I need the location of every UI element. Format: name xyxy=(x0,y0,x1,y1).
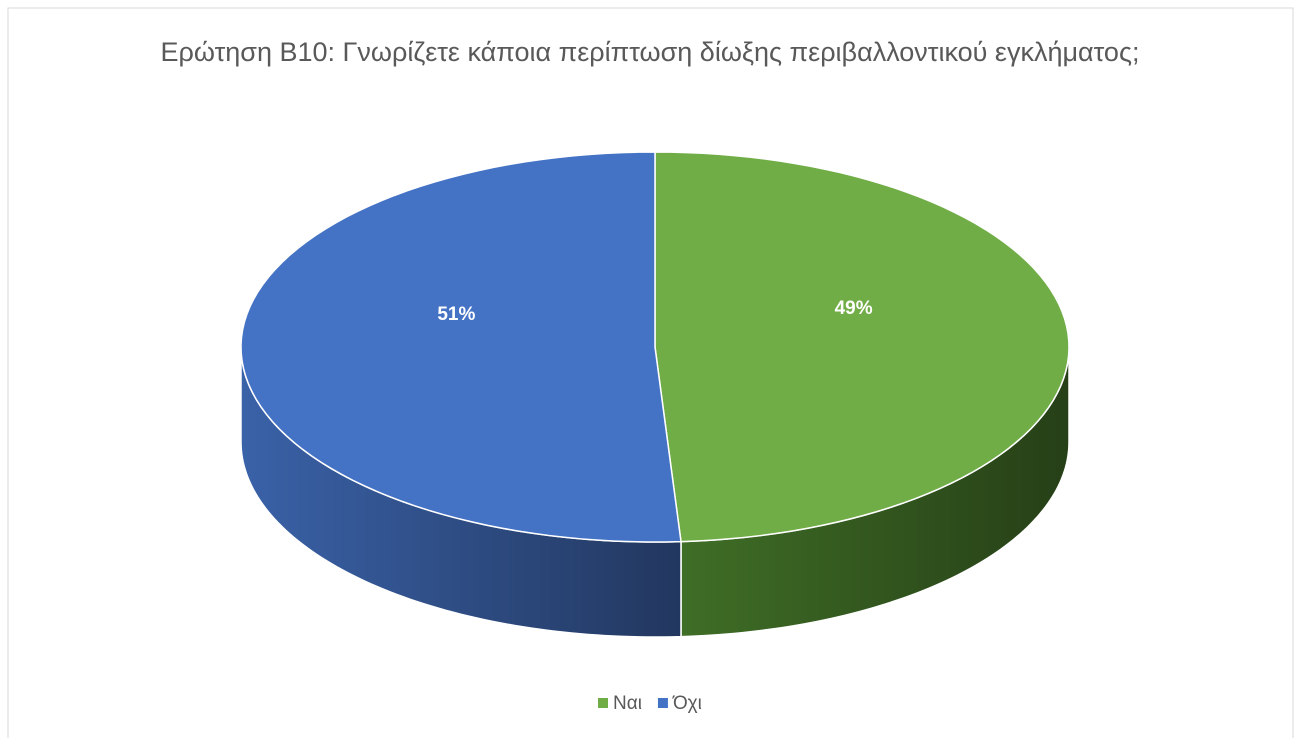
legend-swatch xyxy=(657,698,668,708)
data-label: 51% xyxy=(437,304,475,325)
chart-title: Ερώτηση Β10: Γνωρίζετε κάποια περίπτωση … xyxy=(160,37,1140,67)
legend-swatch xyxy=(598,698,608,708)
chart-frame xyxy=(7,7,1294,738)
legend-label: Ναι xyxy=(613,693,642,714)
slice xyxy=(654,151,1070,543)
data-label: 49% xyxy=(835,298,873,319)
legend-label: Όχι xyxy=(672,693,702,714)
slice xyxy=(240,151,682,543)
